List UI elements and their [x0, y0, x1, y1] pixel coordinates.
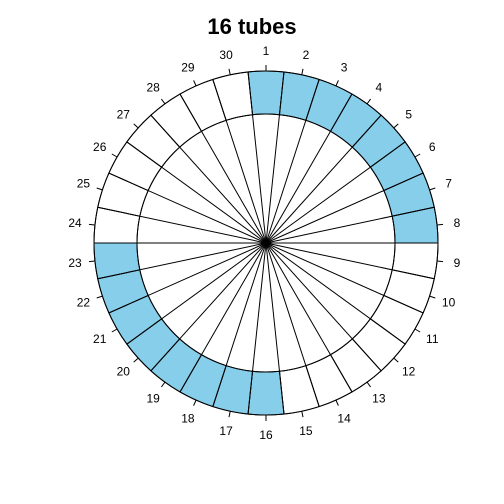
slot-tick-20: [133, 357, 139, 363]
slot-divider: [212, 79, 267, 244]
slot-divider: [265, 242, 435, 280]
slot-divider: [265, 141, 406, 244]
slot-divider: [126, 141, 267, 244]
slot-label-16: 16: [259, 428, 273, 442]
slot-tick-25: [96, 187, 103, 191]
slot-label-28: 28: [146, 81, 160, 95]
slot-divider: [265, 79, 320, 244]
slot-divider: [265, 242, 424, 314]
slot-label-26: 26: [93, 140, 107, 154]
slot-divider: [108, 172, 267, 244]
slot-tick-3: [335, 80, 339, 87]
slot-label-19: 19: [146, 391, 160, 405]
slot-tick-29: [193, 80, 197, 87]
slot-tick-15: [301, 411, 304, 418]
slot-label-2: 2: [303, 48, 310, 62]
slot-label-1: 1: [263, 44, 270, 58]
slot-divider: [265, 242, 406, 345]
slot-tick-24: [88, 223, 95, 226]
inner-ring: [136, 113, 396, 373]
slot-divider: [108, 242, 267, 314]
slot-tick-17: [228, 411, 231, 418]
slot-tick-26: [111, 153, 118, 158]
slot-tick-4: [366, 98, 372, 105]
slot-label-25: 25: [77, 177, 91, 191]
slot-tick-2: [301, 68, 304, 75]
slot-divider: [265, 93, 353, 244]
slot-divider: [265, 242, 320, 407]
slot-divider: [179, 242, 267, 393]
slot-tick-23: [88, 260, 95, 263]
slot-label-23: 23: [68, 256, 82, 270]
slot-tick-18: [193, 399, 197, 406]
slot-label-11: 11: [426, 332, 439, 346]
slot-divider: [265, 242, 382, 372]
slot-label-27: 27: [117, 108, 131, 122]
slot-tick-6: [414, 153, 421, 158]
tube-slot-1: [247, 70, 285, 116]
slot-tick-11: [414, 328, 421, 333]
slot-label-22: 22: [77, 295, 91, 309]
slot-divider: [265, 114, 382, 244]
slot-divider: [265, 172, 424, 244]
slot-label-3: 3: [341, 61, 348, 75]
diagram-title: 16 tubes: [207, 14, 297, 39]
slot-label-14: 14: [337, 411, 351, 425]
slot-divider: [97, 242, 267, 280]
slot-tick-12: [393, 357, 399, 363]
slot-divider: [247, 71, 267, 244]
slot-label-8: 8: [454, 216, 461, 230]
slot-label-10: 10: [442, 295, 456, 309]
slot-divider: [265, 206, 435, 244]
slot-label-5: 5: [405, 108, 412, 122]
slot-divider: [265, 242, 285, 415]
slot-label-18: 18: [181, 411, 195, 425]
slot-tick-9: [437, 260, 444, 263]
slot-tick-8: [437, 223, 444, 226]
slot-label-17: 17: [219, 424, 233, 438]
slot-label-20: 20: [117, 364, 131, 378]
slot-tick-10: [429, 295, 436, 299]
slot-divider: [247, 242, 267, 415]
slot-label-7: 7: [445, 177, 452, 191]
slot-tick-22: [96, 295, 103, 299]
slot-divider: [212, 242, 267, 407]
slot-divider: [150, 114, 267, 244]
slot-divider: [265, 242, 353, 393]
slot-tick-7: [429, 187, 436, 191]
slot-tick-14: [335, 399, 339, 406]
slot-tick-27: [133, 123, 139, 129]
slot-label-6: 6: [429, 140, 436, 154]
slot-divider: [265, 71, 285, 244]
slot-label-30: 30: [219, 48, 233, 62]
slot-tick-19: [160, 381, 166, 388]
slot-tick-28: [160, 98, 166, 105]
slot-label-13: 13: [372, 391, 386, 405]
slot-label-29: 29: [181, 61, 195, 75]
slot-divider: [97, 206, 267, 244]
slot-tick-30: [228, 68, 231, 75]
slot-label-24: 24: [68, 216, 82, 230]
slot-label-4: 4: [376, 81, 383, 95]
slot-divider: [126, 242, 267, 345]
slot-label-21: 21: [93, 332, 107, 346]
tube-slot-16: [247, 370, 285, 416]
slot-divider: [150, 242, 267, 372]
slot-divider: [179, 93, 267, 244]
slot-label-9: 9: [454, 256, 461, 270]
slot-tick-21: [111, 328, 118, 333]
slot-tick-5: [393, 123, 399, 129]
slot-label-12: 12: [402, 364, 416, 378]
slot-tick-13: [366, 381, 372, 388]
slot-label-15: 15: [299, 424, 313, 438]
